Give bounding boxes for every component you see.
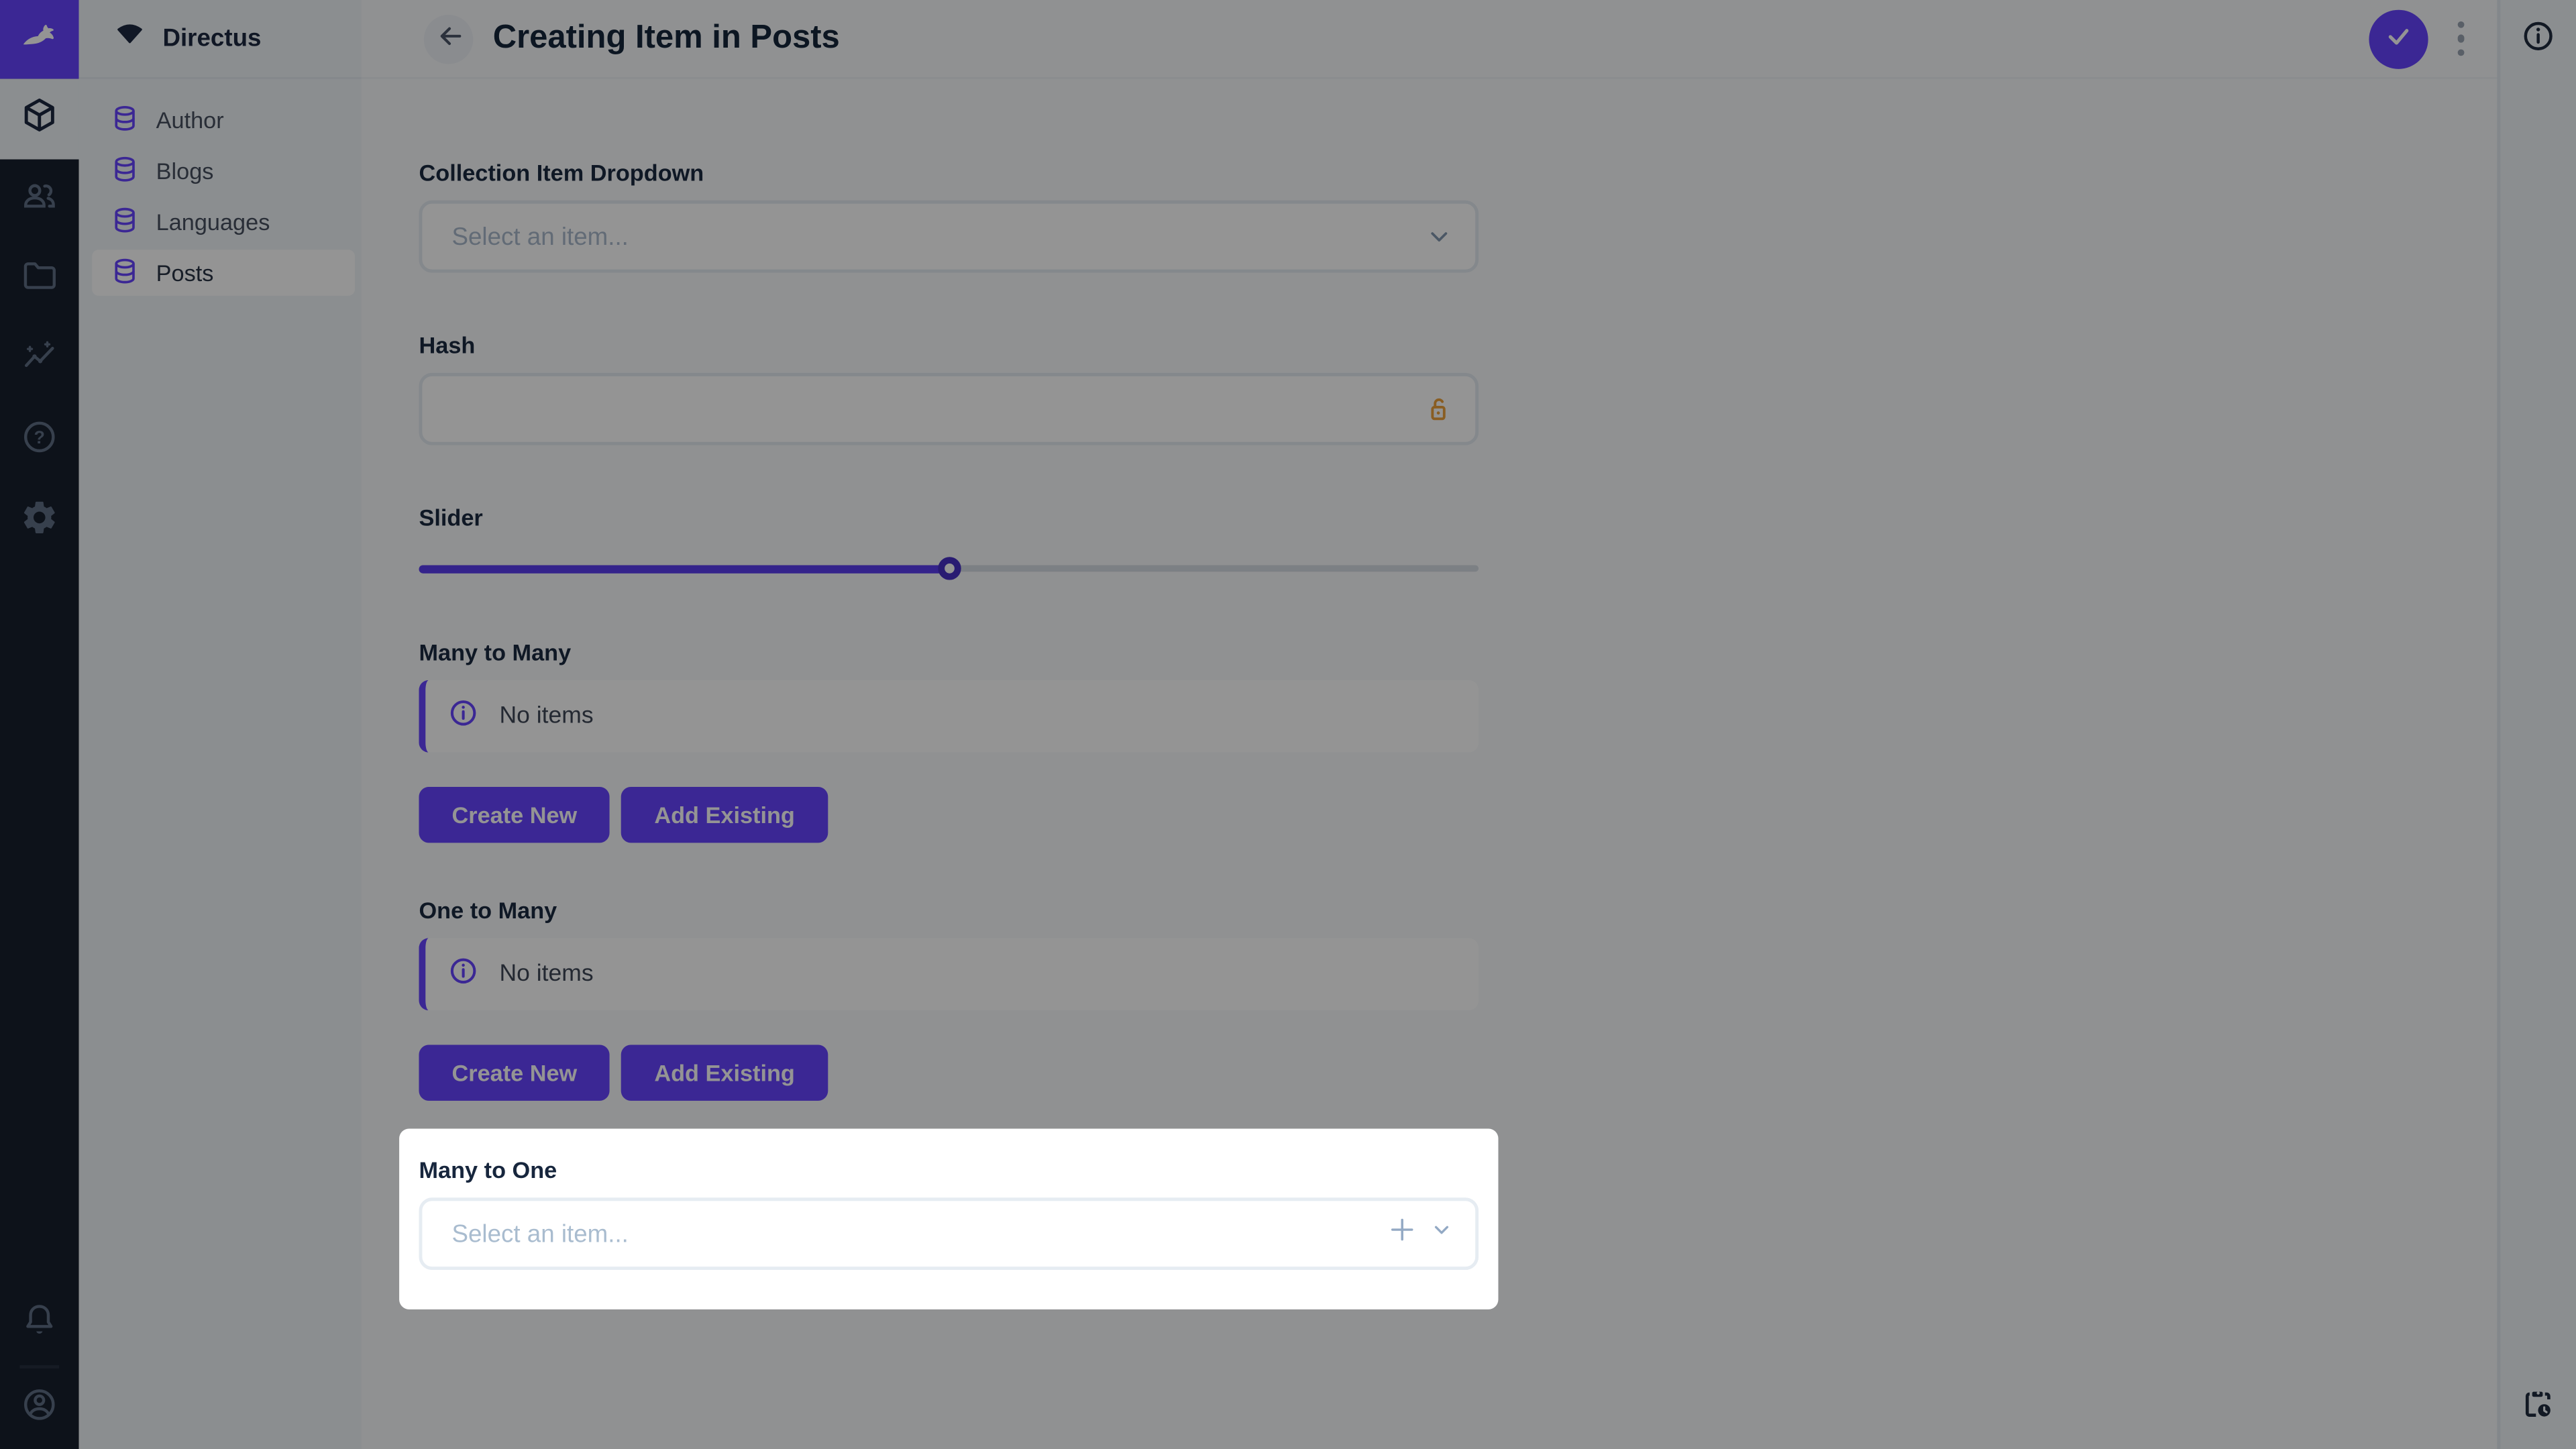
slider-thumb[interactable] <box>937 557 961 580</box>
item-form: Collection Item Dropdown Hash <box>399 79 1499 1309</box>
content-cube-icon <box>19 95 59 143</box>
empty-items-text: No items <box>499 961 594 987</box>
page-header: Creating Item in Posts <box>361 0 2498 79</box>
sidebar-item-languages[interactable]: Languages <box>92 199 355 245</box>
create-new-button[interactable]: Create New <box>419 1044 610 1101</box>
hash-input[interactable] <box>448 393 1449 425</box>
project-header[interactable]: Directus <box>78 0 362 79</box>
field-collection-item-dropdown: Collection Item Dropdown <box>419 160 1479 273</box>
database-icon <box>110 205 140 239</box>
kebab-dot <box>2457 21 2465 29</box>
sidebar-item-label: Languages <box>156 209 270 235</box>
relation-actions: Create New Add Existing <box>419 787 1479 843</box>
sidebar-item-label: Posts <box>156 259 214 286</box>
lock-open-icon[interactable] <box>1423 394 1454 425</box>
module-insights[interactable] <box>0 321 79 401</box>
chevron-down-icon <box>1424 222 1454 252</box>
many-to-one-select[interactable] <box>419 1197 1479 1271</box>
field-label: Many to Many <box>419 639 572 665</box>
database-icon <box>110 256 140 290</box>
sidebar-item-author[interactable]: Author <box>92 97 355 143</box>
gear-icon <box>19 498 59 545</box>
empty-items-notice: No items <box>419 680 1479 753</box>
sidebar-item-label: Author <box>156 107 224 133</box>
add-existing-button[interactable]: Add Existing <box>621 1044 828 1101</box>
database-icon <box>110 103 140 137</box>
revisions-drawer-button[interactable] <box>2500 1368 2576 1449</box>
info-circle-icon <box>447 696 480 736</box>
module-help[interactable]: ? <box>0 401 79 482</box>
add-existing-button[interactable]: Add Existing <box>621 787 828 843</box>
collection-item-dropdown[interactable] <box>419 200 1479 273</box>
kebab-dot <box>2457 48 2465 56</box>
info-icon <box>2520 17 2557 62</box>
many-to-one-input[interactable] <box>448 1218 1449 1250</box>
page-title: Creating Item in Posts <box>492 19 840 56</box>
chevron-down-icon <box>1430 1218 1454 1250</box>
database-icon <box>110 154 140 188</box>
field-slider: Slider <box>419 504 1479 580</box>
sidebar-item-blogs[interactable]: Blogs <box>92 148 355 194</box>
field-many-to-many: Many to Many No items Create New Add Exi… <box>419 639 1479 843</box>
info-circle-icon <box>447 955 480 994</box>
collection-item-dropdown-input[interactable] <box>448 221 1449 252</box>
empty-items-notice: No items <box>419 938 1479 1011</box>
rabbit-logo-icon <box>18 14 61 65</box>
insights-chart-icon <box>19 337 59 384</box>
empty-items-text: No items <box>499 703 594 730</box>
field-label: Collection Item Dropdown <box>419 159 704 186</box>
bell-icon <box>19 1301 59 1349</box>
back-arrow-icon <box>434 19 467 57</box>
module-content[interactable] <box>0 78 79 160</box>
project-icon <box>112 16 148 60</box>
plus-icon[interactable] <box>1387 1214 1418 1254</box>
module-settings[interactable] <box>0 482 79 562</box>
module-bar: ? <box>0 0 79 1449</box>
field-label: Many to One <box>419 1157 557 1183</box>
field-label: Slider <box>419 504 483 531</box>
notifications-button[interactable] <box>0 1285 79 1365</box>
collection-list: Author Blogs Languages Posts <box>79 97 362 296</box>
create-new-button[interactable]: Create New <box>419 787 610 843</box>
avatar-icon <box>19 1385 59 1432</box>
field-label: One to Many <box>419 897 557 924</box>
folder-icon <box>19 256 59 304</box>
info-drawer-button[interactable] <box>2500 0 2576 79</box>
right-sidebar-strip <box>2497 0 2576 1449</box>
field-hash: Hash <box>419 332 1479 445</box>
field-label: Hash <box>419 331 476 358</box>
module-users[interactable] <box>0 160 79 240</box>
check-icon <box>2381 19 2414 57</box>
field-one-to-many: One to Many No items Create New Add Exis… <box>419 897 1479 1101</box>
svg-text:?: ? <box>34 427 45 447</box>
slider-control[interactable] <box>419 557 1479 580</box>
directus-logo[interactable] <box>0 0 79 79</box>
hash-input-wrapper[interactable] <box>419 372 1479 445</box>
relation-actions: Create New Add Existing <box>419 1044 1479 1101</box>
sidebar-item-label: Blogs <box>156 158 214 184</box>
save-button[interactable] <box>2368 9 2428 68</box>
collections-sidebar: Directus Author Blogs Languages Posts <box>78 0 362 1449</box>
clipboard-clock-icon <box>2520 1387 2557 1431</box>
project-name: Directus <box>162 24 262 53</box>
user-menu-button[interactable] <box>0 1368 79 1449</box>
slider-fill <box>419 564 949 573</box>
more-options-button[interactable] <box>2447 11 2474 66</box>
module-files[interactable] <box>0 240 79 321</box>
users-icon <box>19 176 59 223</box>
sidebar-item-posts[interactable]: Posts <box>92 250 355 296</box>
module-bar-divider <box>19 1365 60 1368</box>
help-icon: ? <box>19 417 59 465</box>
field-many-to-one-spotlight: Many to One <box>399 1128 1499 1309</box>
back-button[interactable] <box>423 13 474 64</box>
main-content: Creating Item in Posts Collection Item D… <box>361 0 2498 1449</box>
kebab-dot <box>2457 35 2465 43</box>
